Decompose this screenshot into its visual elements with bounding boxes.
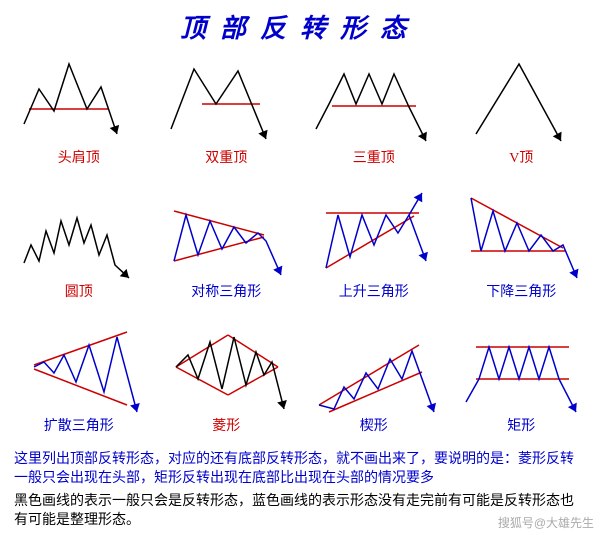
ascending-triangle: 上升三角形: [301, 183, 447, 313]
ascending-triangle-label: 上升三角形: [339, 281, 409, 301]
page-title: 顶部反转形态: [0, 0, 600, 49]
symmetric-triangle: 对称三角形: [154, 183, 300, 313]
v-top-label: V顶: [509, 147, 533, 167]
round-top: 圆顶: [6, 183, 152, 313]
expanding-triangle: 扩散三角形: [6, 317, 152, 447]
rectangle-label: 矩形: [507, 415, 535, 435]
descending-triangle: 下降三角形: [449, 183, 595, 313]
v-top: V顶: [449, 49, 595, 179]
descending-triangle-label: 下降三角形: [486, 281, 556, 301]
triple-top: 三重顶: [301, 49, 447, 179]
note-blue: 这里列出顶部反转形态，对应的还有底部反转形态，就不画出来了，要说明的是：菱形反转…: [14, 451, 586, 489]
symmetric-triangle-label: 对称三角形: [191, 281, 261, 301]
head-shoulders-top-label: 头肩顶: [58, 147, 100, 167]
watermark: 搜狐号@大雄先生: [498, 514, 594, 531]
rectangle: 矩形: [449, 317, 595, 447]
wedge-label: 楔形: [360, 415, 388, 435]
double-top: 双重顶: [154, 49, 300, 179]
triple-top-label: 三重顶: [353, 147, 395, 167]
expanding-triangle-label: 扩散三角形: [44, 415, 114, 435]
round-top-label: 圆顶: [65, 281, 93, 301]
head-shoulders-top: 头肩顶: [6, 49, 152, 179]
diamond-label: 菱形: [212, 415, 240, 435]
pattern-grid: 头肩顶 双重顶 三重顶 V顶圆顶 对称三角形 上升三角形 下降三角形扩散三角形 菱形 楔形 矩形: [0, 49, 600, 447]
double-top-label: 双重顶: [205, 147, 247, 167]
diamond: 菱形: [154, 317, 300, 447]
wedge: 楔形: [301, 317, 447, 447]
